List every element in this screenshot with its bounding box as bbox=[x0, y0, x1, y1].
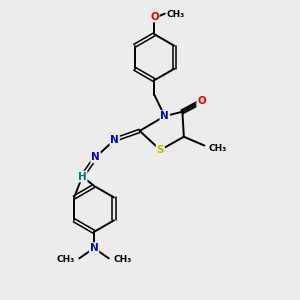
Text: O: O bbox=[197, 96, 206, 106]
Text: N: N bbox=[91, 152, 100, 162]
Text: O: O bbox=[150, 12, 159, 22]
Text: CH₃: CH₃ bbox=[167, 10, 185, 19]
Text: N: N bbox=[90, 243, 98, 253]
Text: N: N bbox=[160, 111, 169, 121]
Text: CH₃: CH₃ bbox=[113, 255, 131, 264]
Text: H: H bbox=[78, 172, 87, 182]
Text: S: S bbox=[157, 145, 164, 155]
Text: CH₃: CH₃ bbox=[209, 144, 227, 153]
Text: CH₃: CH₃ bbox=[57, 255, 75, 264]
Text: N: N bbox=[110, 135, 119, 145]
